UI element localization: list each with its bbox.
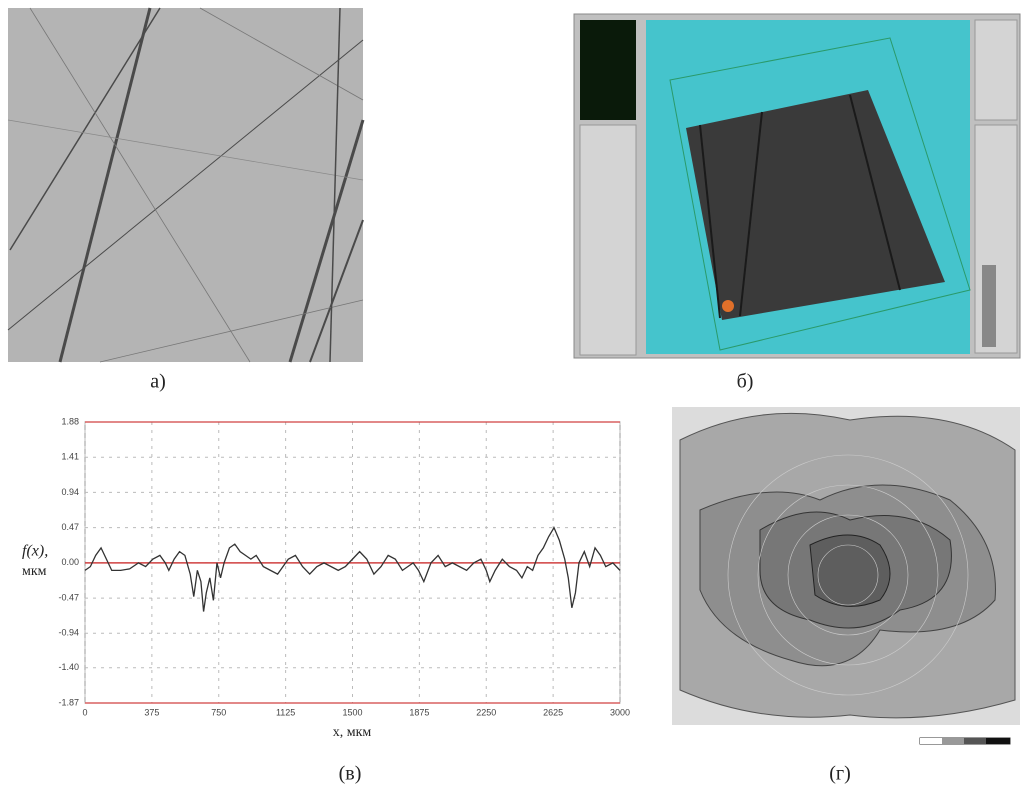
- x-tick-label: 1875: [409, 707, 429, 717]
- y-axis-label: f(x),: [22, 543, 48, 560]
- y-axis-unit: мкм: [22, 564, 47, 579]
- software-screenshot: [574, 14, 1020, 358]
- x-tick-label: 750: [211, 707, 226, 717]
- x-tick-label: 2625: [543, 707, 563, 717]
- y-tick-label: 0.94: [61, 487, 79, 497]
- x-axis-label: x, мкм: [333, 725, 372, 740]
- x-tick-label: 2250: [476, 707, 496, 717]
- y-tick-label: 0.47: [61, 522, 79, 532]
- y-tick-label: -1.87: [58, 697, 79, 707]
- y-tick-label: 1.88: [61, 416, 79, 426]
- caption: (в): [339, 763, 362, 785]
- figure: а) б) f(x), мкм x, мкм (в) (г) -1.87 -0.9…: [0, 0, 1030, 790]
- x-tick-label: 375: [144, 707, 159, 717]
- caption: (г): [829, 763, 851, 785]
- x-tick-label: 3000: [610, 707, 630, 717]
- y-tick-label: 1.41: [61, 452, 79, 462]
- y-tick-label: -1.40: [58, 662, 79, 672]
- caption: а): [150, 371, 166, 393]
- x-tick-label: 1125: [276, 707, 295, 717]
- polar-map: [672, 407, 1020, 744]
- x-tick-label: 1500: [342, 707, 362, 717]
- y-tick-label: -0.94: [58, 628, 79, 638]
- caption: б): [737, 371, 754, 393]
- x-tick-label: 0: [82, 707, 87, 717]
- surface-image: [8, 8, 363, 362]
- y-tick-label: -0.47: [58, 592, 79, 602]
- y-tick-label: 0.00: [61, 557, 79, 567]
